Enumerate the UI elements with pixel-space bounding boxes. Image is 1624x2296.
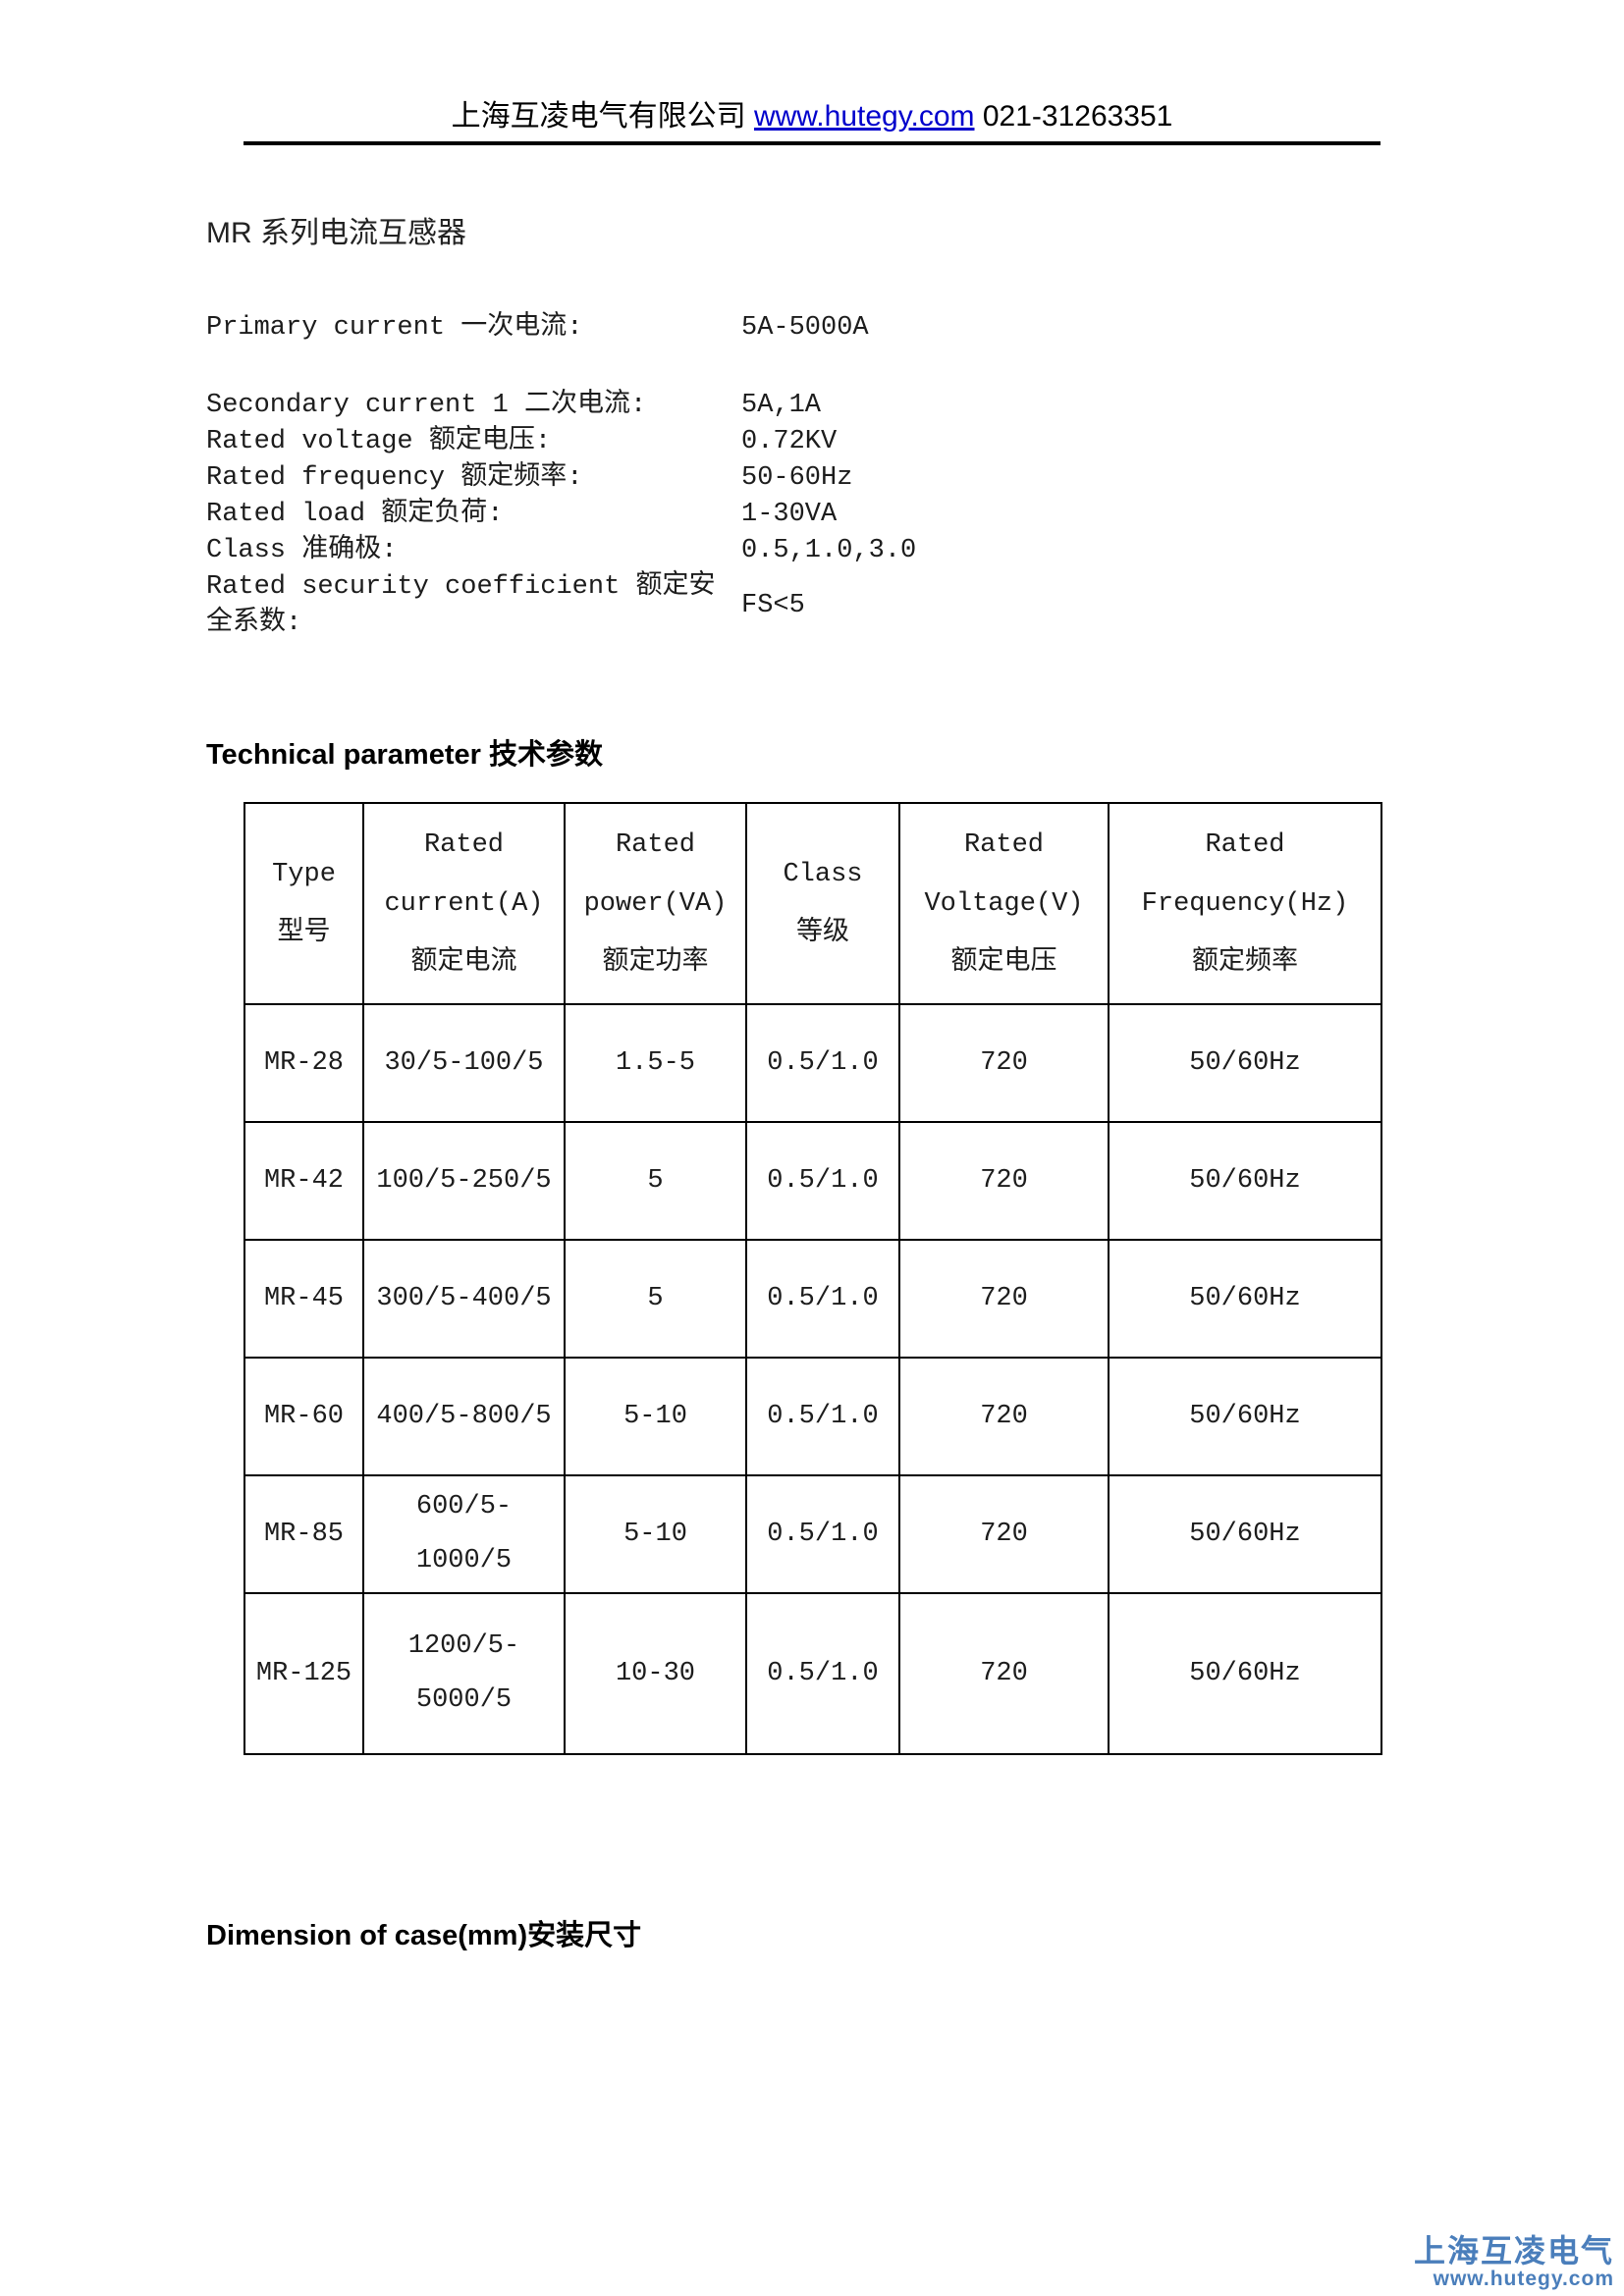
page-header: 上海互凌电气有限公司 www.hutegy.com 021-31263351 [244, 98, 1380, 135]
table-cell: 600/5-1000/5 [362, 1474, 566, 1594]
section-heading-dimension: Dimension of case(mm)安装尺寸 [206, 1920, 642, 1951]
table-header-row: Type 型号 Rated current(A) 额定电流 Rated power(… [244, 802, 1382, 1005]
spec-value: 5A,1A [741, 391, 822, 420]
table-cell: 50/60Hz [1108, 1474, 1382, 1594]
spec-value: 5A-5000A [741, 313, 869, 343]
table-cell: 720 [898, 1474, 1110, 1594]
table-cell: 5-10 [564, 1474, 747, 1594]
spec-label: Primary current 一次电流: [206, 313, 583, 343]
phone-number: 021-31263351 [982, 100, 1173, 133]
watermark: 上海互凌电气 www.hutegy.com [1414, 2235, 1614, 2290]
table-cell: 400/5-800/5 [362, 1357, 566, 1476]
spec-label: Rated security coefficient 额定安全系数: [206, 572, 716, 638]
spec-row: Primary current 一次电流: 5A-5000A [206, 310, 1188, 347]
table-cell: MR-42 [244, 1121, 364, 1241]
table-cell: 0.5/1.0 [745, 1592, 900, 1755]
table-cell: 50/60Hz [1108, 1121, 1382, 1241]
table-cell: 0.5/1.0 [745, 1239, 900, 1359]
table-row: MR-42 100/5-250/5 5 0.5/1.0 720 50/60Hz [244, 1121, 1382, 1241]
table-cell: 720 [898, 1239, 1110, 1359]
table-row: MR-28 30/5-100/5 1.5-5 0.5/1.0 720 50/60Hz [244, 1003, 1382, 1123]
table-cell: 720 [898, 1592, 1110, 1755]
table-header-cell: Rated Frequency(Hz) 额定频率 [1108, 802, 1382, 1005]
table-cell: MR-85 [244, 1474, 364, 1594]
spec-label: Secondary current 1 二次电流: [206, 391, 647, 420]
spec-label: Rated load 额定负荷: [206, 500, 504, 529]
table-row: MR-85 600/5-1000/5 5-10 0.5/1.0 720 50/60Hz [244, 1474, 1382, 1594]
table-cell: 1200/5-5000/5 [362, 1592, 566, 1755]
company-name: 上海互凌电气有限公司 [451, 100, 746, 133]
table-cell: 0.5/1.0 [745, 1003, 900, 1123]
table-cell: MR-60 [244, 1357, 364, 1476]
table-row: MR-125 1200/5-5000/5 10-30 0.5/1.0 720 50/60H… [244, 1592, 1382, 1755]
watermark-company: 上海互凌电气 [1413, 2233, 1614, 2269]
spec-row: Rated security coefficient 额定安全系数: FS<5 [206, 569, 1188, 642]
spec-row: Rated voltage 额定电压: 0.72KV [206, 424, 1188, 460]
spec-value: 0.72KV [741, 427, 838, 456]
page-title: MR 系列电流互感器 [206, 217, 466, 249]
table-cell: 5-10 [564, 1357, 747, 1476]
table-header-cell: Rated current(A) 额定电流 [362, 802, 566, 1005]
table-cell: 5 [564, 1239, 747, 1359]
spec-value: 50-60Hz [741, 463, 853, 493]
spec-value: 0.5,1.0,3.0 [741, 536, 917, 565]
table-row: MR-60 400/5-800/5 5-10 0.5/1.0 720 50/60Hz [244, 1357, 1382, 1476]
spec-label: Rated voltage 额定电压: [206, 427, 552, 456]
table-cell: 1.5-5 [564, 1003, 747, 1123]
table-cell: 0.5/1.0 [745, 1474, 900, 1594]
spec-row: Rated frequency 额定频率: 50-60Hz [206, 460, 1188, 497]
table-cell: 30/5-100/5 [362, 1003, 566, 1123]
spec-value: 1-30VA [741, 500, 838, 529]
table-cell: 720 [898, 1003, 1110, 1123]
table-cell: 50/60Hz [1108, 1239, 1382, 1359]
spec-label: Rated frequency 额定频率: [206, 463, 583, 493]
spec-row: Rated load 额定负荷: 1-30VA [206, 497, 1188, 533]
table-header-cell: Rated Voltage(V) 额定电压 [898, 802, 1110, 1005]
technical-table: Type 型号 Rated current(A) 额定电流 Rated power(… [244, 802, 1382, 1755]
table-cell: MR-28 [244, 1003, 364, 1123]
website-link[interactable]: www.hutegy.com [753, 100, 975, 133]
table-cell: 720 [898, 1357, 1110, 1476]
table-header-cell: Rated power(VA) 额定功率 [564, 802, 747, 1005]
watermark-url: www.hutegy.com [1433, 2267, 1614, 2290]
table-cell: 50/60Hz [1108, 1592, 1382, 1755]
table-cell: 50/60Hz [1108, 1357, 1382, 1476]
table-header-cell: Class 等级 [745, 802, 900, 1005]
section-heading-technical: Technical parameter 技术参数 [206, 739, 603, 771]
table-cell: 0.5/1.0 [745, 1357, 900, 1476]
table-cell: 100/5-250/5 [362, 1121, 566, 1241]
table-cell: MR-125 [244, 1592, 364, 1755]
spec-row: Class 准确极: 0.5,1.0,3.0 [206, 533, 1188, 569]
table-cell: 50/60Hz [1108, 1003, 1382, 1123]
table-cell: 0.5/1.0 [745, 1121, 900, 1241]
spec-label: Class 准确极: [206, 536, 398, 565]
table-cell: 300/5-400/5 [362, 1239, 566, 1359]
spec-row: Secondary current 1 二次电流: 5A,1A [206, 388, 1188, 424]
table-cell: 10-30 [564, 1592, 747, 1755]
spec-value: FS<5 [741, 590, 805, 620]
table-row: MR-45 300/5-400/5 5 0.5/1.0 720 50/60Hz [244, 1239, 1382, 1359]
table-cell: MR-45 [244, 1239, 364, 1359]
table-cell: 720 [898, 1121, 1110, 1241]
header-rule [244, 141, 1380, 145]
table-cell: 5 [564, 1121, 747, 1241]
spec-list: Primary current 一次电流: 5A-5000A Secondary… [206, 310, 1188, 642]
table-header-cell: Type 型号 [244, 802, 364, 1005]
